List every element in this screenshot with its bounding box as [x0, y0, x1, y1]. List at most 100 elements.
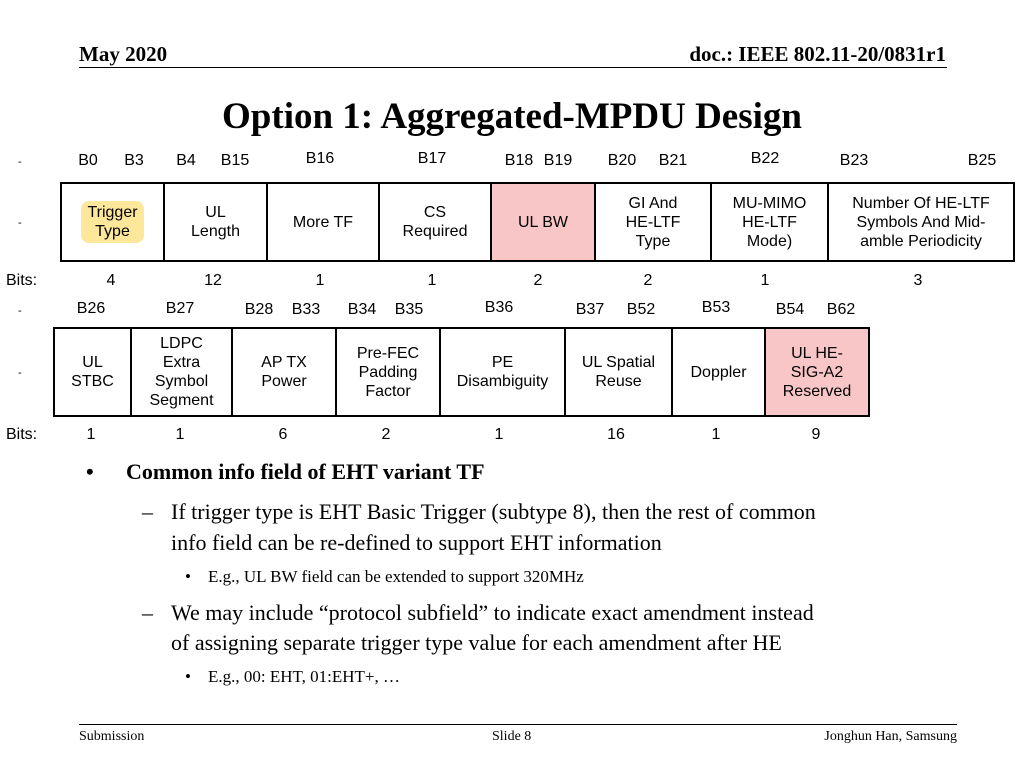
bit-count: 1 [86, 426, 96, 443]
field-label: UL Spatial Reuse [581, 354, 656, 390]
bit-label: B37 [575, 301, 605, 318]
field-ul-length: UL Length [165, 184, 268, 260]
bullet-text: Common info field of EHT variant TF [126, 459, 485, 484]
bit-label: B36 [484, 299, 514, 316]
bit-label: B3 [124, 152, 144, 169]
bullet-marker: • [185, 667, 191, 686]
sub-bullet-1-line-2: info field can be re-defined to support … [171, 530, 662, 555]
field-ul-he-sig-a2-reserved: UL HE- SIG-A2 Reserved [766, 329, 868, 415]
bit-label: B22 [750, 150, 780, 167]
field-num-he-ltf-symbols: Number Of HE-LTF Symbols And Mid- amble … [829, 184, 1013, 260]
field-label: Pre-FEC Padding Factor [356, 344, 420, 400]
field-ldpc-extra-symbol-segment: LDPC Extra Symbol Segment [132, 329, 233, 415]
sub-bullet-1-line-1: If trigger type is EHT Basic Trigger (su… [171, 499, 816, 524]
bit-label: B18 [504, 152, 534, 169]
bit-count: 1 [175, 426, 185, 443]
field-label: AP TX Power [261, 354, 307, 390]
bit-count: 6 [278, 426, 288, 443]
dash-marker: – [142, 499, 153, 524]
bit-label: B19 [543, 152, 573, 169]
bit-count: 2 [643, 272, 653, 289]
field-ul-bw: UL BW [492, 184, 596, 260]
field-label: Trigger Type [81, 201, 144, 243]
dash-marker: – [142, 600, 153, 625]
bullet-marker: • [185, 567, 191, 586]
bit-count: 1 [760, 272, 770, 289]
bits-label: Bits: [6, 426, 38, 443]
sub-bullet-2-line-1: We may include “protocol subfield” to in… [171, 600, 814, 625]
bit-label: B62 [826, 301, 856, 318]
field-label: CS Required [402, 204, 468, 240]
bit-count: 16 [607, 426, 625, 443]
bit-count: 2 [381, 426, 391, 443]
bit-label: B17 [417, 150, 447, 167]
slide-title: Option 1: Aggregated-MPDU Design [222, 96, 802, 137]
field-pre-fec-padding-factor: Pre-FEC Padding Factor [337, 329, 441, 415]
header-doc-id: doc.: IEEE 802.11-20/0831r1 [689, 42, 946, 66]
bit-label: B52 [626, 301, 656, 318]
bit-count: 4 [106, 272, 116, 289]
bit-label: B20 [607, 152, 637, 169]
bit-label: B26 [76, 300, 106, 317]
bit-label: B33 [291, 301, 321, 318]
field-ap-tx-power: AP TX Power [233, 329, 337, 415]
footer-author: Jonghun Han, Samsung [824, 729, 957, 744]
field-label: UL STBC [71, 354, 114, 390]
bit-label: B28 [244, 301, 274, 318]
row-tick: - [18, 367, 22, 379]
footer-divider [79, 724, 957, 725]
bit-count: 9 [811, 426, 821, 443]
field-row-2: UL STBC LDPC Extra Symbol Segment AP TX … [53, 327, 870, 417]
field-pe-disambiguity: PE Disambiguity [441, 329, 566, 415]
field-gi-he-ltf-type: GI And HE-LTF Type [596, 184, 712, 260]
field-cs-required: CS Required [380, 184, 492, 260]
bit-label: B53 [701, 299, 731, 316]
bit-count: 12 [204, 272, 222, 289]
bit-count: 3 [913, 272, 923, 289]
field-label: Doppler [690, 363, 747, 381]
row-tick: - [18, 217, 22, 229]
field-ul-stbc: UL STBC [55, 329, 132, 415]
bit-label: B21 [658, 152, 688, 169]
bit-label: B23 [839, 152, 869, 169]
sub-bullet-2-line-2: of assigning separate trigger type value… [171, 630, 782, 655]
header-date: May 2020 [79, 42, 168, 66]
field-label: MU-MIMO HE-LTF Mode) [732, 194, 807, 250]
field-row-1: Trigger Type UL Length More TF CS Requir… [60, 182, 1015, 262]
field-label: UL Length [191, 204, 240, 240]
header-divider [79, 67, 947, 68]
bit-label: B34 [347, 301, 377, 318]
bit-count: 1 [427, 272, 437, 289]
footer-slide-number: Slide 8 [492, 729, 532, 744]
bit-label: B15 [220, 152, 250, 169]
bit-label: B27 [165, 300, 195, 317]
field-more-tf: More TF [268, 184, 380, 260]
bit-label: B0 [78, 152, 98, 169]
footer-submission: Submission [79, 729, 145, 744]
bits-label: Bits: [6, 272, 38, 289]
field-label: More TF [292, 213, 354, 231]
sub-bullet-1-example: E.g., UL BW field can be extended to sup… [208, 567, 584, 586]
bit-count: 1 [711, 426, 721, 443]
bullet-marker: • [86, 459, 94, 484]
row-tick: - [18, 156, 22, 168]
field-doppler: Doppler [673, 329, 766, 415]
field-label: PE Disambiguity [456, 354, 549, 390]
field-label: UL BW [517, 213, 569, 231]
field-label: GI And HE-LTF Type [625, 194, 681, 250]
field-mu-mimo-he-ltf-mode: MU-MIMO HE-LTF Mode) [712, 184, 829, 260]
bit-label: B4 [176, 152, 196, 169]
row-tick: - [18, 305, 22, 317]
bit-label: B35 [394, 301, 424, 318]
bit-count: 1 [494, 426, 504, 443]
bit-count: 2 [533, 272, 543, 289]
field-label: UL HE- SIG-A2 Reserved [782, 344, 852, 400]
bit-label: B54 [775, 301, 805, 318]
field-ul-spatial-reuse: UL Spatial Reuse [566, 329, 673, 415]
bit-label: B25 [967, 152, 997, 169]
sub-bullet-2-example: E.g., 00: EHT, 01:EHT+, … [208, 667, 400, 686]
bit-count: 1 [315, 272, 325, 289]
field-label: Number Of HE-LTF Symbols And Mid- amble … [852, 194, 990, 250]
field-trigger-type: Trigger Type [62, 184, 165, 260]
bit-label: B16 [305, 150, 335, 167]
